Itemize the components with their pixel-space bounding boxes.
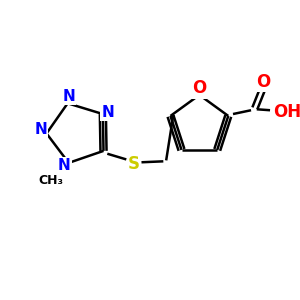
Text: S: S bbox=[128, 155, 140, 173]
Text: N: N bbox=[34, 122, 47, 137]
Text: O: O bbox=[256, 73, 271, 91]
Text: OH: OH bbox=[273, 103, 300, 121]
Text: N: N bbox=[62, 89, 75, 104]
Text: N: N bbox=[58, 158, 70, 173]
Text: O: O bbox=[192, 79, 206, 97]
Text: CH₃: CH₃ bbox=[38, 174, 63, 188]
Text: N: N bbox=[101, 105, 114, 120]
